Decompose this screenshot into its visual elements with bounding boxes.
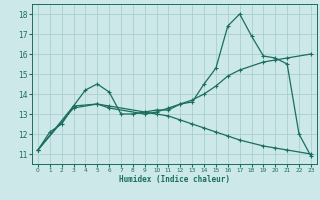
X-axis label: Humidex (Indice chaleur): Humidex (Indice chaleur) [119,175,230,184]
